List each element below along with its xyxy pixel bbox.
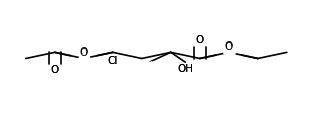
Text: OH: OH <box>177 64 193 74</box>
Text: O: O <box>225 41 233 51</box>
Text: Cl: Cl <box>108 56 118 66</box>
Text: O: O <box>51 66 59 75</box>
Text: O: O <box>80 48 88 58</box>
Text: O: O <box>80 47 88 57</box>
Text: OH: OH <box>177 64 193 74</box>
Text: Cl: Cl <box>108 56 118 66</box>
Text: O: O <box>51 66 59 75</box>
Text: O: O <box>196 35 204 45</box>
Text: O: O <box>196 35 204 45</box>
Text: O: O <box>225 42 233 51</box>
